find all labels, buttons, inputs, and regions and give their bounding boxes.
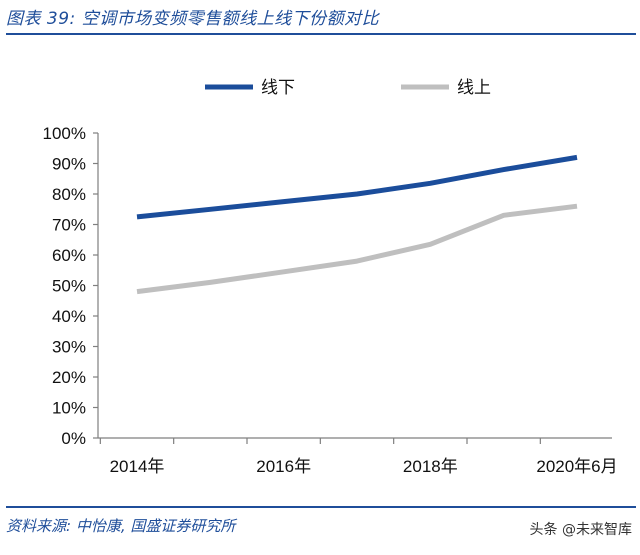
series-line-offline [136,154,578,220]
y-tick-label: 100% [43,124,86,143]
figure-title: 图表 39: 空调市场变频零售额线上线下份额对比 [6,9,380,29]
x-tick-label: 2020年6月 [536,457,617,476]
series-lines [136,154,578,295]
y-tick-label: 20% [52,368,86,387]
watermark: 头条 @未来智库 [529,522,632,538]
y-tick-label: 40% [52,307,86,326]
y-tick-label: 50% [52,277,86,296]
source-note: 资料来源: 中怡康, 国盛证券研究所 [6,517,236,535]
y-tick-label: 10% [52,399,86,418]
axes: 0% 10% 20% 30% 40% 50% 60% 70% 80% 90% 100% 2014年 20… [43,124,618,476]
line-chart: 线下 线上 0% 10% 20% 30% 40% 50% 60% 70% 80% 90% 100% 20… [43,78,618,476]
x-tick-label: 2018年 [403,457,458,476]
y-tick-label: 80% [52,185,86,204]
y-tick-label: 0% [61,429,86,448]
y-tick-label: 70% [52,216,86,235]
legend-label: 线上 [457,78,491,98]
y-tick-label: 60% [52,246,86,265]
legend-label: 线下 [261,78,295,98]
x-tick-label: 2016年 [256,457,311,476]
footer-divider [6,506,636,508]
legend: 线下 线上 [205,78,491,98]
series-line-online [136,203,578,295]
y-tick-label: 30% [52,338,86,357]
y-tick-label: 90% [52,155,86,174]
x-tick-label: 2014年 [110,457,165,476]
title-divider [6,33,636,35]
